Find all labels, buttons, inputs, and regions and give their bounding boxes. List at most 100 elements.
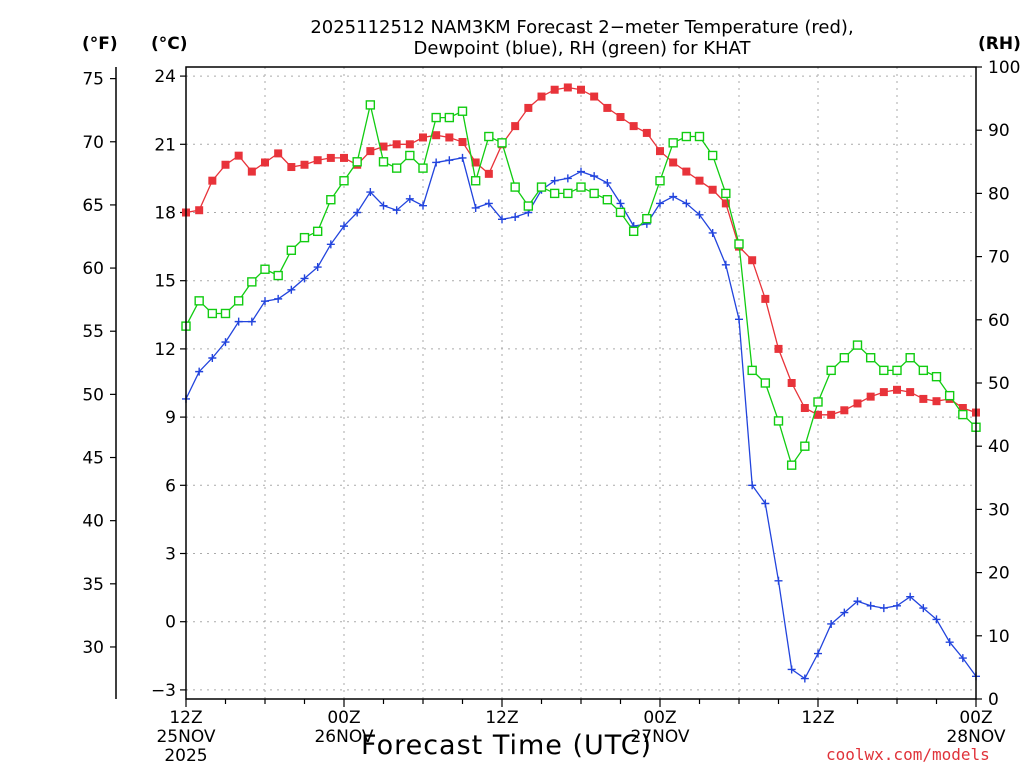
- plot-frame: [185, 66, 977, 700]
- temperature-point: [866, 392, 875, 401]
- fahrenheit-tick-label: 55: [82, 322, 104, 342]
- rh-tick-label: 30: [988, 500, 1010, 520]
- rh-point: [431, 112, 441, 123]
- temperature-point: [366, 147, 375, 156]
- rh-point: [958, 409, 968, 420]
- rh-point: [615, 207, 626, 218]
- temperature-point: [392, 140, 401, 149]
- chart-title-line-1: 2025112512 NAM3KM Forecast 2−meter Tempe…: [310, 17, 854, 38]
- chart-title-line-2: Dewpoint (blue), RH (green) for KHAT: [413, 38, 751, 59]
- dewpoint-point: [326, 240, 335, 249]
- dewpoint-point: [484, 199, 493, 208]
- credit-link[interactable]: coolwx.com/models: [826, 745, 990, 764]
- rh-point: [589, 188, 599, 199]
- dewpoint-point: [287, 285, 296, 294]
- rh-point: [668, 138, 678, 148]
- rh-tick-label: 50: [988, 374, 1010, 394]
- celsius-tick-label: 21: [154, 135, 176, 155]
- x-axis-title: Forecast Time (UTC): [361, 730, 653, 761]
- temperature-point: [274, 149, 283, 158]
- temperature-point: [484, 169, 493, 178]
- rh-point: [655, 176, 665, 186]
- fahrenheit-tick-label: 40: [82, 512, 104, 532]
- rh-tick-label: 0: [988, 690, 999, 710]
- time-tick-label: 12Z: [801, 708, 834, 728]
- celsius-tick-label: 6: [165, 476, 176, 496]
- celsius-unit-label: (°C): [151, 34, 188, 54]
- dewpoint-point: [274, 294, 283, 303]
- temperature-point: [642, 128, 651, 137]
- rh-point: [760, 378, 771, 388]
- fahrenheit-tick-label: 75: [82, 70, 104, 90]
- dewpoint-point: [458, 153, 467, 162]
- rh-point: [405, 150, 415, 161]
- dewpoint-point: [721, 260, 730, 269]
- rh-point: [549, 188, 560, 199]
- dewpoint-point: [300, 274, 309, 283]
- dewpoint-point: [787, 665, 796, 674]
- fahrenheit-unit-label: (°F): [82, 34, 118, 54]
- rh-point: [299, 232, 310, 243]
- time-tick-label: 12Z: [485, 708, 518, 728]
- rh-point: [391, 163, 402, 173]
- dewpoint-point: [682, 199, 691, 208]
- temperature-point: [208, 176, 217, 185]
- temperature-point: [761, 294, 770, 303]
- dewpoint-point: [498, 215, 506, 224]
- dewpoint-point: [866, 601, 875, 610]
- time-tick-label: 28NOV: [946, 727, 1005, 747]
- temperature-point: [445, 133, 454, 142]
- time-tick-label: 2025: [164, 746, 207, 766]
- rh-tick-label: 90: [988, 121, 1010, 141]
- rh-point: [286, 245, 297, 255]
- celsius-tick-label: −3: [151, 681, 176, 701]
- rh-tick-label: 20: [988, 564, 1010, 584]
- temperature-point: [326, 153, 335, 162]
- temperature-point: [287, 163, 296, 172]
- rh-point: [905, 353, 915, 363]
- rh-point: [773, 416, 784, 426]
- dewpoint-point: [945, 638, 954, 647]
- fahrenheit-tick-label: 70: [82, 133, 104, 153]
- dewpoint-point: [840, 608, 849, 617]
- time-tick-label: 00Z: [959, 708, 992, 728]
- dewpoint-point: [814, 649, 822, 658]
- dewpoint-point: [511, 213, 520, 222]
- temperature-point: [893, 385, 901, 394]
- dewpoint-point: [735, 315, 743, 324]
- rh-point: [194, 296, 204, 306]
- celsius-tick-label: 18: [154, 203, 176, 223]
- temperature-point: [537, 92, 546, 101]
- temperature-point: [629, 122, 638, 131]
- dewpoint-point: [958, 654, 967, 663]
- temperature-point: [748, 256, 757, 265]
- rh-point: [879, 365, 889, 376]
- rh-tick-label: 10: [988, 627, 1010, 647]
- temperature-point: [379, 142, 388, 151]
- dewpoint-point: [893, 601, 901, 610]
- dewpoint-point: [748, 481, 757, 490]
- dewpoint-point: [340, 222, 348, 231]
- temperature-point: [695, 176, 704, 185]
- rh-point: [944, 390, 955, 401]
- rh-axis: 0 10 20 30 40 50 60 70 80 90 100: [976, 58, 1020, 710]
- rh-point: [247, 277, 257, 287]
- temperature-point: [300, 160, 309, 169]
- rh-tick-label: 70: [988, 248, 1010, 268]
- temperature-point: [932, 397, 941, 406]
- temperature-point: [195, 206, 204, 215]
- dewpoint-point: [761, 499, 770, 508]
- rh-point: [892, 365, 902, 376]
- dewpoint-point: [774, 576, 783, 585]
- temperature-point: [221, 160, 230, 169]
- dewpoint-point: [247, 317, 256, 326]
- temperature-point: [458, 138, 467, 147]
- dewpoint-point: [695, 210, 704, 219]
- rh-point: [523, 201, 534, 211]
- dewpoint-point: [590, 172, 599, 181]
- dewpoint-point: [827, 619, 836, 628]
- rh-point: [826, 365, 836, 376]
- rh-point: [694, 131, 705, 142]
